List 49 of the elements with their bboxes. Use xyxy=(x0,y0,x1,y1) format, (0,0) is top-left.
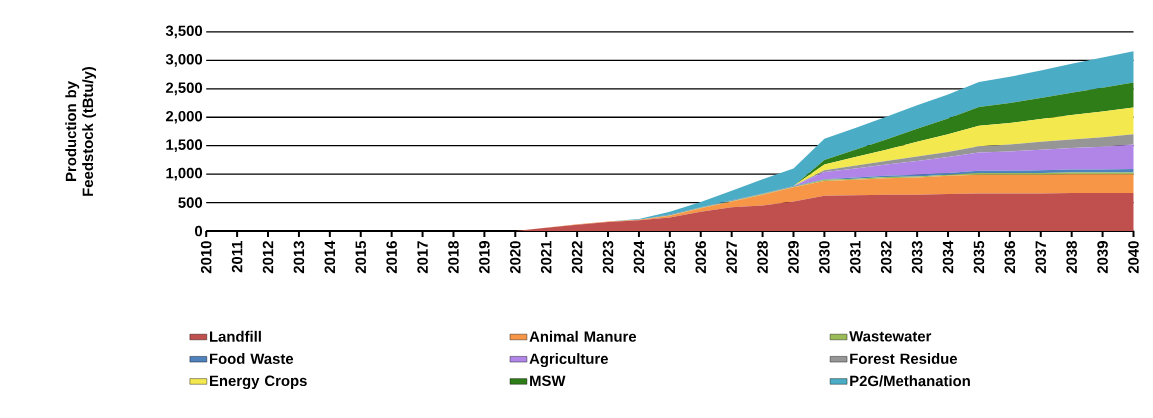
y-tick-label: 1,500 xyxy=(166,139,203,152)
x-tick-label: 2038 xyxy=(1066,240,1077,273)
x-tick-label: 2039 xyxy=(1097,240,1108,273)
x-tick-label: 2029 xyxy=(788,240,799,273)
x-tick-label: 2020 xyxy=(510,241,521,273)
legend-label: Food Waste xyxy=(209,352,294,364)
x-tick-label: 2013 xyxy=(293,240,305,273)
x-tick-label: 2017 xyxy=(417,241,428,273)
x-tick-label: 2027 xyxy=(726,241,737,273)
x-tick-label: 2014 xyxy=(324,240,336,273)
x-tick-label: 2015 xyxy=(355,240,367,273)
x-tick-label: 2026 xyxy=(695,240,707,273)
legend-label: Energy Crops xyxy=(209,375,307,389)
x-tick-label: 2035 xyxy=(973,240,985,273)
y-tick-label: 3,000 xyxy=(165,53,203,67)
y-axis-title: Production by Feedstock (tBtu/y) xyxy=(65,66,97,196)
x-tick-label: 2031 xyxy=(850,240,861,273)
legend-label: P2G/Methanation xyxy=(850,375,970,387)
x-tick-label: 2023 xyxy=(602,240,614,273)
y-tick-label: 500 xyxy=(178,197,203,208)
x-tick-label: 2018 xyxy=(448,240,459,273)
x-tick-label: 2022 xyxy=(571,241,583,273)
x-tick-label: 2032 xyxy=(880,241,892,273)
x-tick-label: 2025 xyxy=(664,240,676,273)
x-tick-label: 2024 xyxy=(633,240,645,273)
x-tick-label: 2021 xyxy=(540,240,552,273)
legend-label: MSW xyxy=(530,375,566,386)
x-tick-label: 2036 xyxy=(1004,240,1016,273)
x-tick-label: 2037 xyxy=(1035,241,1047,273)
x-tick-label: 2011 xyxy=(231,240,243,273)
x-tick-label: 2034 xyxy=(942,240,954,273)
x-tick-label: 2016 xyxy=(386,240,397,273)
y-tick-label: 3,500 xyxy=(165,25,203,39)
x-tick-label: 2028 xyxy=(757,240,768,273)
x-tick-label: 2040 xyxy=(1128,241,1139,273)
legend-label: Agriculture xyxy=(529,352,608,367)
y-tick-label: 2,500 xyxy=(165,82,203,95)
x-tick-label: 2033 xyxy=(911,240,923,273)
y-tick-label: 0 xyxy=(195,225,203,237)
legend-label: Landfill xyxy=(209,330,261,342)
x-tick-label: 2012 xyxy=(262,241,274,273)
legend-label: Forest Residue xyxy=(850,352,958,364)
legend-label: Animal Manure xyxy=(529,330,637,342)
x-tick-label: 2010 xyxy=(200,241,212,273)
x-tick-label: 2019 xyxy=(479,240,490,273)
y-tick-label: 1,000 xyxy=(166,167,203,181)
y-tick-label: 2,000 xyxy=(165,110,203,124)
x-tick-label: 2030 xyxy=(819,241,830,273)
legend-label: Wastewater xyxy=(849,330,932,342)
